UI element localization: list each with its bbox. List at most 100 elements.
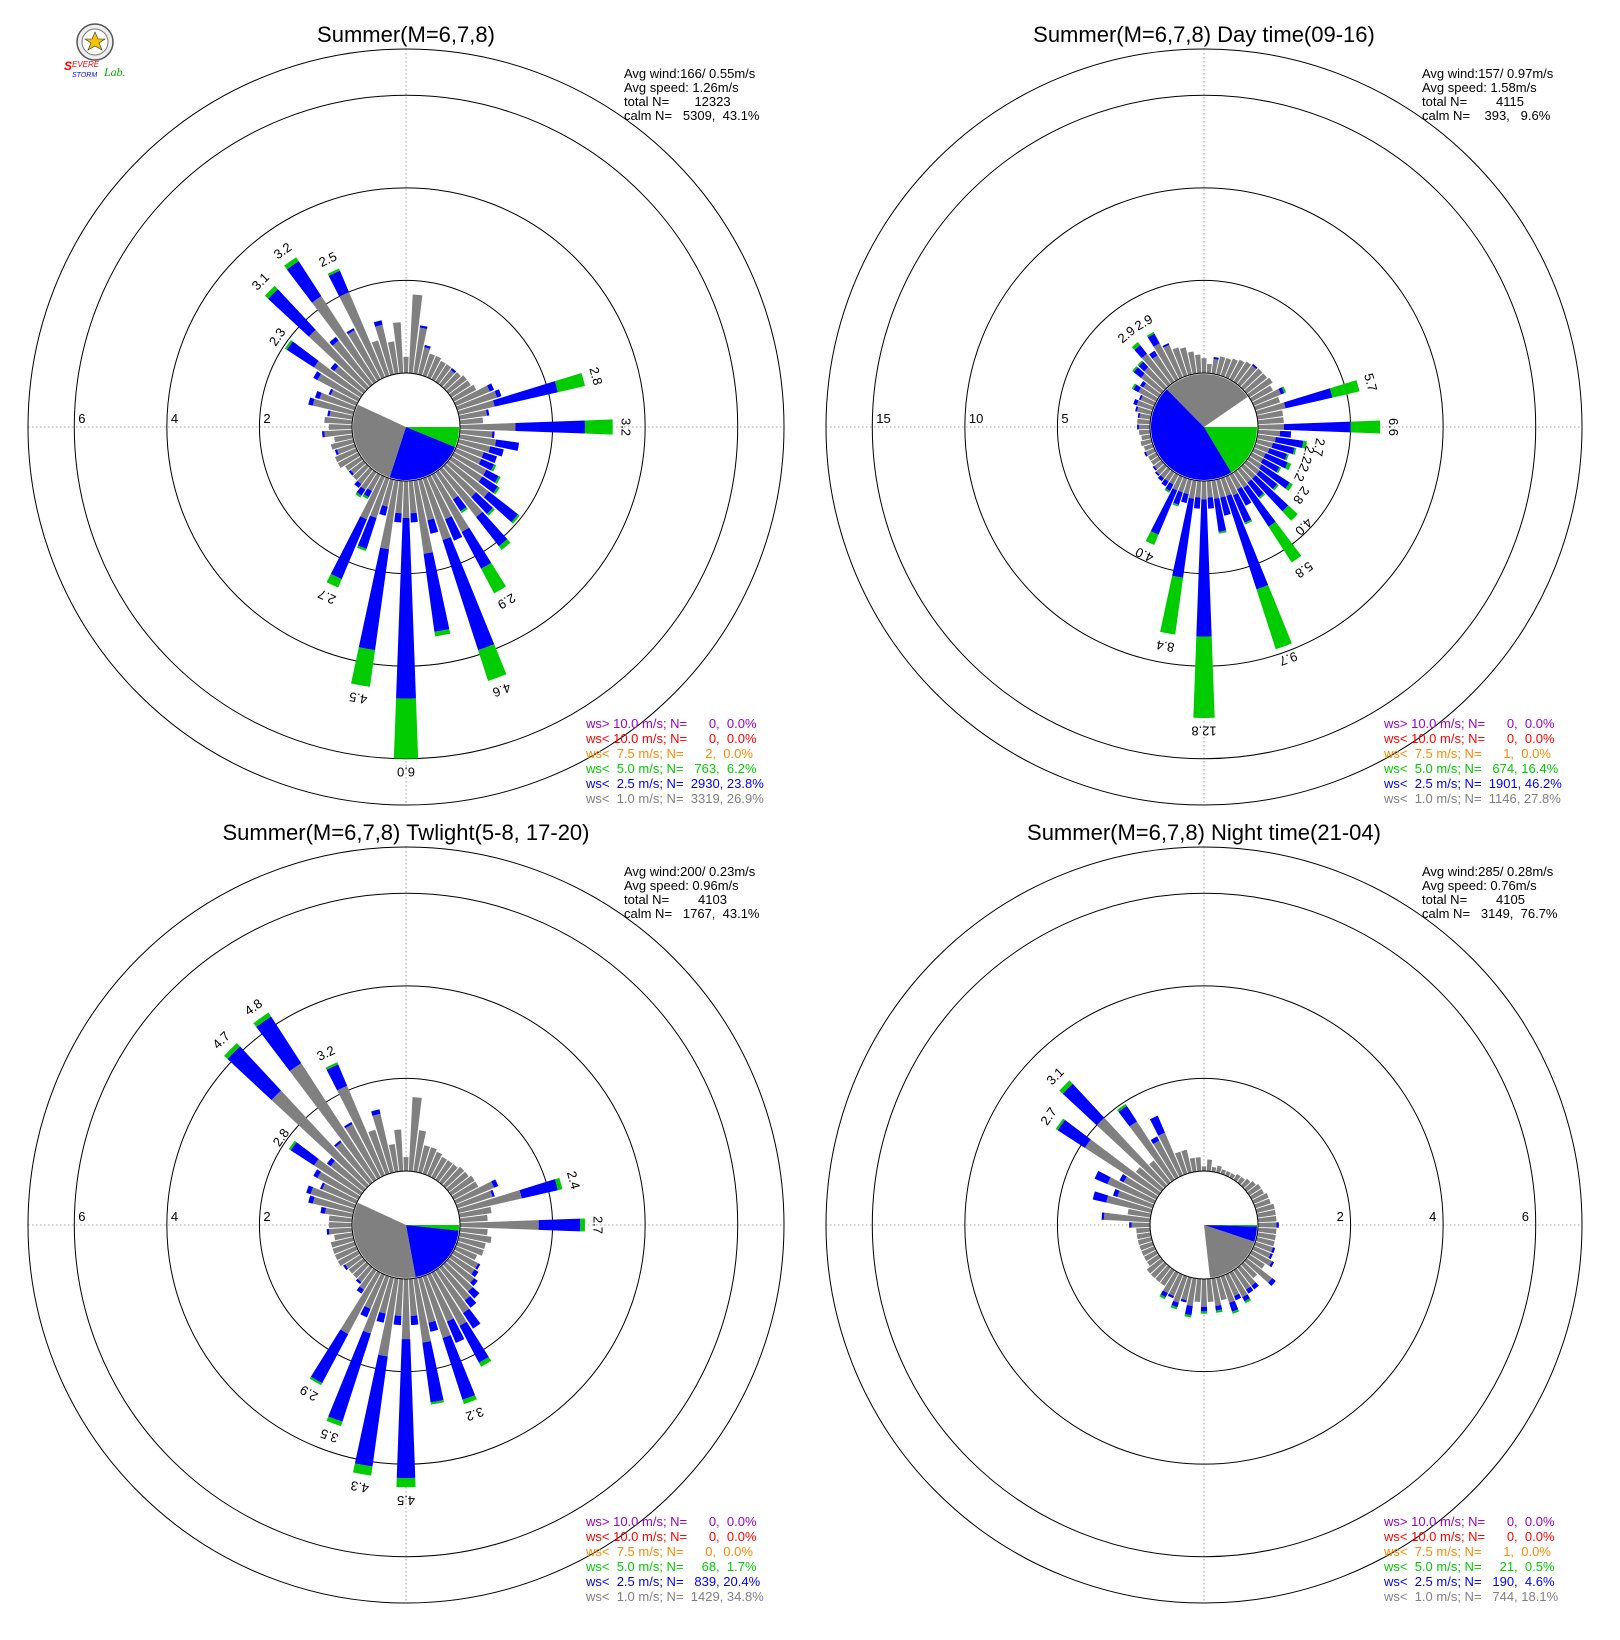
bar-total-label: 4.8 xyxy=(242,996,265,1019)
bar-segment-gr xyxy=(457,439,491,453)
bar-segment-gr xyxy=(1153,1140,1179,1180)
bar-segment-bl xyxy=(379,505,388,516)
calm-pie-lt25 xyxy=(1204,1225,1257,1242)
bar-segment-gr xyxy=(348,1258,366,1274)
bar-segment-bl xyxy=(491,431,495,438)
bar-segment-bl xyxy=(1165,482,1174,492)
calm-pie-lt5 xyxy=(1204,1225,1257,1227)
stats-line: calm N= 1767, 43.1% xyxy=(624,906,760,921)
bar-segment-bl xyxy=(334,449,339,456)
bar-segment-gr xyxy=(1220,1169,1227,1175)
bar-segment-bl xyxy=(376,1312,386,1323)
bar-segment-bl xyxy=(475,1263,481,1270)
bar-segment-bl xyxy=(1062,1083,1105,1126)
bar-segment-gr xyxy=(1150,456,1161,466)
range-ring xyxy=(964,985,1444,1465)
bar-segment-gr xyxy=(1237,1176,1245,1185)
bar-segment-gr xyxy=(375,324,394,376)
bar-segment-gr xyxy=(451,452,487,476)
bar-segment-gr xyxy=(378,1277,399,1357)
bar-segment-gr xyxy=(457,1237,486,1250)
bar-segment-gr xyxy=(427,355,442,379)
bar-segment-bl xyxy=(327,410,331,417)
bar-segment-gr xyxy=(1168,1273,1183,1297)
bar-total-label: 2.9 xyxy=(1132,311,1155,333)
bar-segment-gr xyxy=(439,1265,471,1301)
bar-segment-bl xyxy=(1220,496,1231,516)
bar-segment-bl xyxy=(1118,1105,1137,1127)
bar-segment-gr xyxy=(413,1277,431,1343)
bar-total-label: 3.1 xyxy=(249,270,272,293)
bar-segment-gr xyxy=(1136,1227,1151,1234)
bar-segment-gr xyxy=(1257,429,1281,437)
stats-line: total N= 12323 xyxy=(624,94,731,109)
bar-segment-gr xyxy=(1247,377,1273,398)
bar-segment-bl xyxy=(462,1308,481,1329)
bar-segment-bl xyxy=(1229,1300,1239,1312)
bar-segment-bl xyxy=(1278,387,1285,395)
bar-segment-gr xyxy=(1155,1265,1171,1283)
legend-entry: ws< 5.0 m/s; N= 68, 1.7% xyxy=(585,1559,757,1574)
bar-segment-gn xyxy=(1055,1118,1065,1131)
bar-segment-gr xyxy=(422,477,451,541)
bar-segment-bl xyxy=(483,469,499,483)
bar-segment-gr xyxy=(1257,1227,1277,1234)
bar-segment-bl xyxy=(493,381,558,407)
bar-segment-gr xyxy=(1137,1237,1153,1245)
bar-segment-gr xyxy=(335,1142,373,1185)
bar-segment-gn xyxy=(1131,342,1141,350)
bar-segment-bl xyxy=(1133,399,1139,406)
bar-segment-gr xyxy=(1233,1173,1241,1182)
legend-entry: ws< 2.5 m/s; N= 1901, 46.2% xyxy=(1383,776,1562,791)
bar-segment-bl xyxy=(428,1320,439,1332)
bar-segment-gr xyxy=(332,1241,356,1255)
bar-segment-gr xyxy=(1216,356,1226,376)
bar-segment-gn xyxy=(478,644,507,681)
bar-segment-gr xyxy=(1138,424,1151,430)
bar-segment-gr xyxy=(1244,373,1268,394)
bar-segment-bl xyxy=(227,1046,282,1101)
bar-segment-gn xyxy=(511,514,520,524)
bar-segment-gn xyxy=(1137,360,1144,367)
bar-segment-bl xyxy=(286,341,319,368)
bar-segment-gr xyxy=(360,470,377,490)
bar-segment-gr xyxy=(357,467,373,485)
bar-segment-gn xyxy=(1159,1294,1166,1300)
bar-segment-bl xyxy=(1258,464,1290,489)
bar-segment-gr xyxy=(1233,1268,1251,1290)
bar-segment-bl xyxy=(306,1185,314,1195)
bar-segment-bl xyxy=(478,458,495,471)
bar-segment-gr xyxy=(1195,1157,1202,1172)
bar-segment-gr xyxy=(431,472,470,532)
windrose-panel-2: 510155.76.62.72.22.22.84.05.89.712.88.44… xyxy=(825,22,1583,806)
bar-segment-bl xyxy=(1283,421,1351,433)
bar-segment-gr xyxy=(337,1250,361,1266)
bar-segment-gr xyxy=(1240,1178,1251,1189)
ring-tick-label: 4 xyxy=(1429,1209,1436,1224)
bar-segment-bl xyxy=(356,1286,365,1294)
bar-segment-gr xyxy=(431,1270,467,1326)
bar-segment-gr xyxy=(457,1190,522,1213)
bar-segment-gr xyxy=(336,443,356,455)
legend-entry: ws> 10.0 m/s; N= 0, 0.0% xyxy=(585,1514,757,1529)
bar-segment-gr xyxy=(1138,387,1159,402)
bar-total-label: 2.8 xyxy=(586,365,605,386)
bar-segment-bl xyxy=(442,1335,476,1400)
bar-segment-bl xyxy=(1140,381,1147,388)
bar-segment-gr xyxy=(1136,406,1153,415)
bar-total-label: 6.6 xyxy=(1386,418,1401,436)
bar-segment-gr xyxy=(1255,1237,1275,1247)
bar-segment-gr xyxy=(1160,467,1171,479)
bar-segment-gr xyxy=(359,1268,377,1290)
bar-segment-gr xyxy=(345,1254,363,1269)
bar-segment-gr xyxy=(1140,439,1153,447)
bar-segment-bl xyxy=(1279,430,1292,438)
bar-segment-gr xyxy=(1206,480,1213,498)
bar-segment-gr xyxy=(413,327,428,375)
bar-segment-gr xyxy=(317,1171,361,1200)
bar-segment-gn xyxy=(1282,505,1298,521)
bar-segment-bl xyxy=(1247,479,1264,498)
bar-segment-bl xyxy=(1200,1306,1208,1312)
